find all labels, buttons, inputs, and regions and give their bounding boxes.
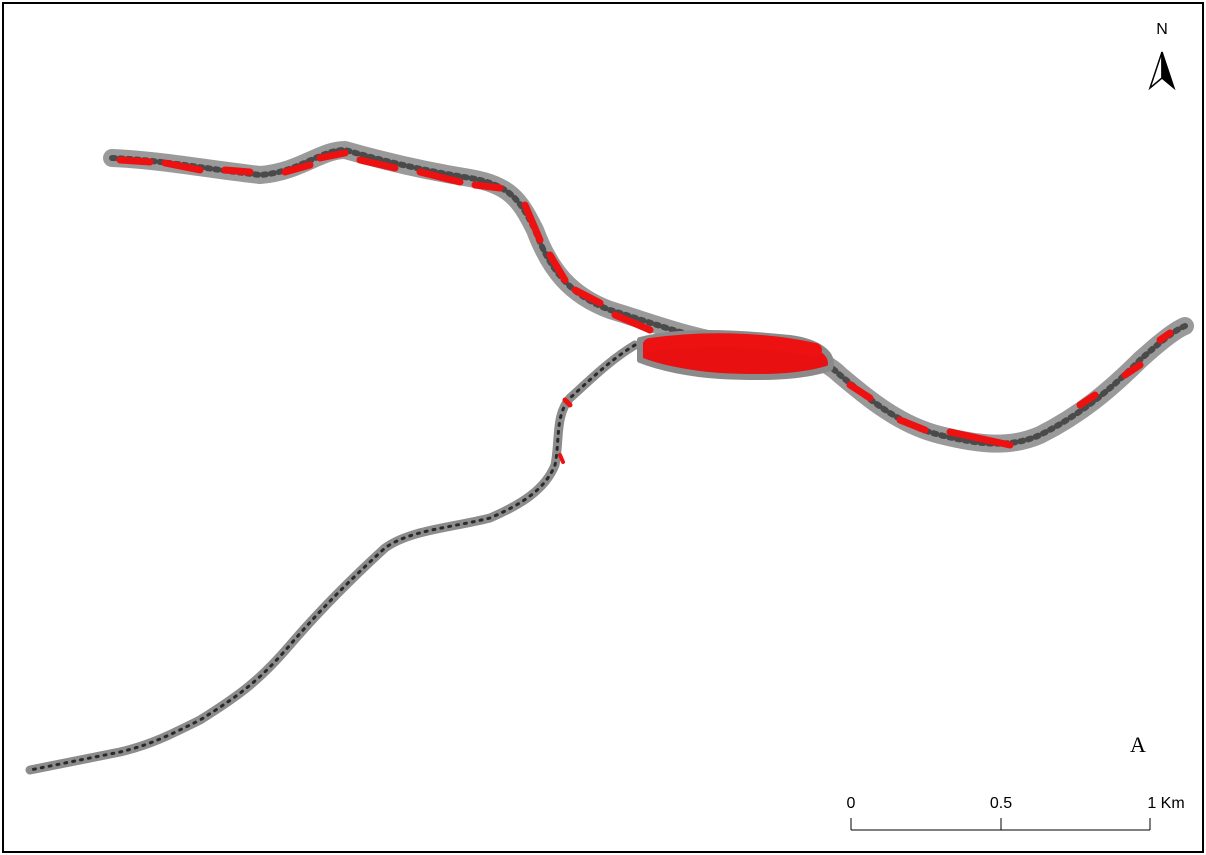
north-label: N <box>1156 21 1168 38</box>
scale-label: 0.5 <box>990 795 1012 812</box>
scale-label: 0 <box>847 795 856 812</box>
panel-label: A <box>1130 732 1146 757</box>
scale-label: 1 Km <box>1147 795 1184 812</box>
map-figure: N A 0 0.5 1 Km <box>0 0 1206 855</box>
